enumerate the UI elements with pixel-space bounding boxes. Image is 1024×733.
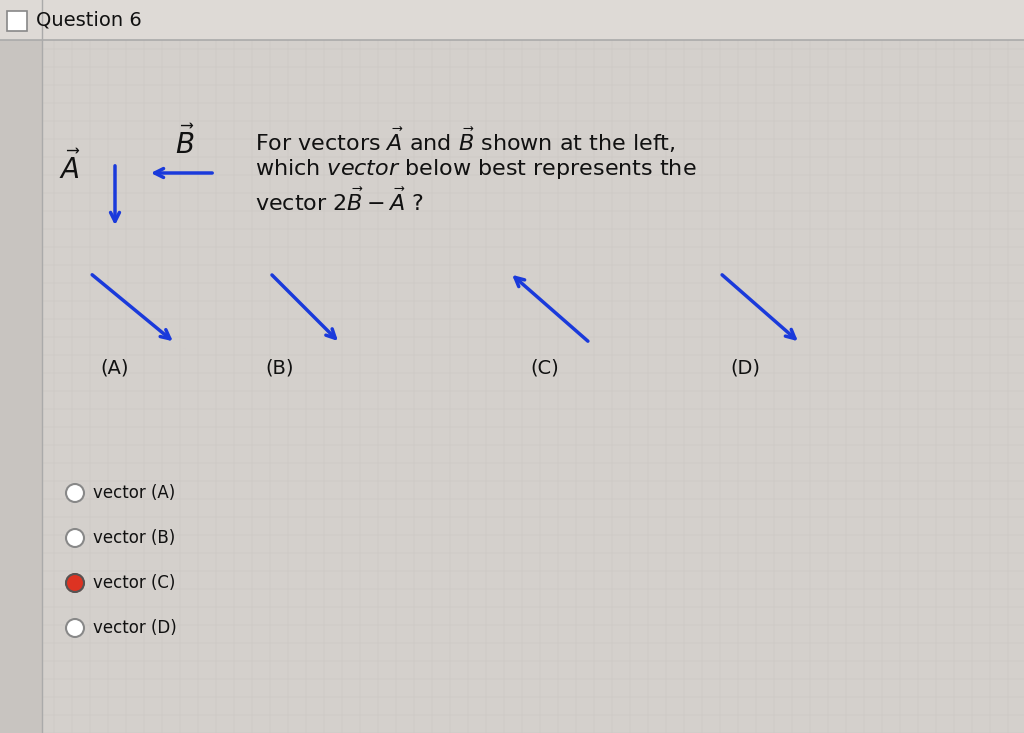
Circle shape: [66, 574, 84, 592]
FancyBboxPatch shape: [7, 11, 27, 31]
Circle shape: [66, 529, 84, 547]
Text: Question 6: Question 6: [36, 10, 141, 29]
Text: For vectors $\vec{A}$ and $\vec{B}$ shown at the left,: For vectors $\vec{A}$ and $\vec{B}$ show…: [255, 126, 676, 155]
Text: (B): (B): [266, 358, 294, 377]
Text: vector (D): vector (D): [93, 619, 177, 637]
Text: vector (C): vector (C): [93, 574, 175, 592]
Circle shape: [66, 484, 84, 502]
Text: vector (A): vector (A): [93, 484, 175, 502]
FancyBboxPatch shape: [0, 0, 1024, 40]
Text: vector (B): vector (B): [93, 529, 175, 547]
Text: $\vec{A}$: $\vec{A}$: [59, 151, 81, 185]
Text: (D): (D): [730, 358, 760, 377]
Text: (A): (A): [100, 358, 129, 377]
Text: $\vec{B}$: $\vec{B}$: [175, 126, 195, 160]
Text: (C): (C): [530, 358, 559, 377]
Circle shape: [66, 619, 84, 637]
FancyBboxPatch shape: [0, 40, 42, 733]
Text: vector $2\vec{B} - \vec{A}$ ?: vector $2\vec{B} - \vec{A}$ ?: [255, 188, 424, 216]
Text: which $\mathit{vector}$ below best represents the: which $\mathit{vector}$ below best repre…: [255, 157, 696, 181]
